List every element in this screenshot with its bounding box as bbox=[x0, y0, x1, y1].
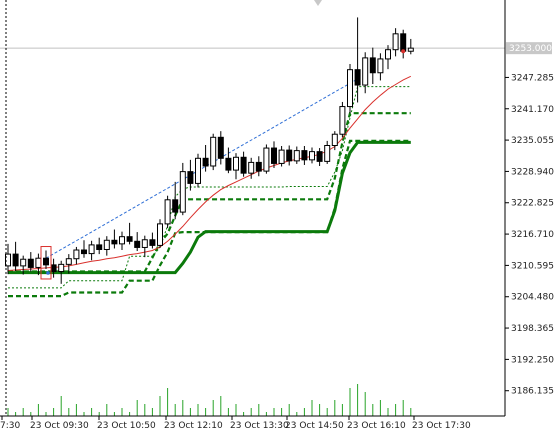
candle bbox=[58, 263, 65, 273]
candle bbox=[172, 199, 179, 213]
signal-dot-icon bbox=[46, 271, 50, 275]
price-tick-label: 3210.595 bbox=[511, 261, 554, 271]
candle bbox=[240, 156, 247, 174]
candle bbox=[195, 157, 201, 184]
scroll-marker-icon[interactable] bbox=[314, 0, 322, 6]
candle bbox=[217, 136, 224, 159]
candle bbox=[331, 133, 338, 146]
price-tick-label: 3216.710 bbox=[511, 230, 554, 240]
candle bbox=[111, 239, 118, 245]
candle bbox=[126, 236, 133, 242]
candle bbox=[225, 157, 232, 171]
support-line-thick bbox=[8, 140, 411, 275]
candle bbox=[96, 244, 103, 250]
candle bbox=[407, 47, 414, 52]
candle bbox=[248, 161, 255, 174]
candle bbox=[362, 57, 369, 86]
price-tick-label: 3247.285 bbox=[511, 73, 554, 83]
candle bbox=[278, 149, 285, 164]
candle bbox=[377, 58, 384, 74]
candle bbox=[392, 33, 399, 51]
candle bbox=[233, 156, 239, 171]
candle bbox=[50, 264, 57, 273]
price-tick-label: 3228.940 bbox=[511, 167, 554, 177]
time-tick-label: 23 Oct 16:10 bbox=[347, 421, 406, 431]
price-tick-label: 3198.365 bbox=[511, 324, 554, 334]
price-tick-label: 3186.135 bbox=[511, 387, 554, 397]
candle bbox=[119, 236, 125, 245]
signal-box bbox=[40, 246, 52, 280]
price-tick-label: 3192.250 bbox=[511, 355, 554, 365]
candle bbox=[309, 151, 315, 161]
time-tick-label: 23 Oct 13:30 bbox=[230, 421, 289, 431]
candle bbox=[347, 69, 353, 108]
candle bbox=[65, 258, 72, 265]
candle bbox=[271, 147, 277, 164]
candle bbox=[43, 257, 49, 266]
current-price-tag: 3253.000 bbox=[506, 42, 552, 55]
candle bbox=[141, 239, 148, 248]
time-axis-labels: 7:30 23 Oct 09:30 23 Oct 10:50 23 Oct 12:10… bbox=[0, 416, 471, 431]
moving-average-line bbox=[7, 75, 412, 271]
support-line-lower bbox=[8, 139, 411, 298]
candle bbox=[88, 244, 95, 255]
volume-histogram bbox=[7, 384, 412, 416]
candle bbox=[149, 239, 156, 246]
indicator-lines bbox=[0, 47, 505, 298]
candle bbox=[286, 149, 293, 162]
last-price-marker-icon bbox=[401, 49, 406, 54]
candle bbox=[73, 249, 80, 260]
candle bbox=[27, 258, 34, 268]
candle bbox=[103, 239, 110, 250]
candle bbox=[164, 199, 171, 225]
candle bbox=[339, 106, 346, 135]
price-tick-label: 3222.825 bbox=[511, 199, 554, 209]
candle bbox=[354, 69, 361, 86]
candle bbox=[385, 49, 391, 60]
candle bbox=[20, 258, 27, 267]
candle bbox=[187, 171, 194, 184]
time-tick-label: 23 Oct 09:30 bbox=[30, 421, 89, 431]
candle bbox=[263, 147, 270, 172]
time-tick-label: 23 Oct 14:50 bbox=[285, 421, 344, 431]
time-tick-label: 23 Oct 17:30 bbox=[412, 421, 471, 431]
candle bbox=[81, 249, 87, 255]
candle bbox=[210, 136, 217, 167]
candle bbox=[369, 57, 376, 74]
price-axis-labels: 3247.285 3241.170 3235.055 3228.940 3222.825… bbox=[505, 73, 554, 397]
candle bbox=[400, 33, 407, 52]
current-price-box bbox=[506, 42, 552, 55]
price-tick-label: 3204.480 bbox=[511, 293, 554, 303]
candle bbox=[324, 144, 331, 162]
candle bbox=[157, 223, 163, 246]
time-tick-label: 7:30 bbox=[0, 421, 20, 431]
price-tick-label: 3235.055 bbox=[511, 136, 554, 146]
candle bbox=[255, 161, 262, 172]
current-price-label: 3253.000 bbox=[509, 44, 552, 54]
candle bbox=[179, 171, 186, 213]
candle bbox=[293, 150, 300, 162]
time-tick-label: 23 Oct 10:50 bbox=[97, 421, 156, 431]
time-tick-label: 23 Oct 12:10 bbox=[164, 421, 223, 431]
candle bbox=[35, 257, 42, 268]
candle bbox=[316, 151, 323, 162]
price-tick-label: 3241.170 bbox=[511, 105, 554, 115]
axes bbox=[0, 0, 506, 417]
candle bbox=[12, 253, 19, 267]
candle bbox=[134, 240, 141, 248]
candle bbox=[301, 150, 308, 161]
candle bbox=[202, 157, 209, 167]
candlestick-series bbox=[5, 17, 414, 284]
